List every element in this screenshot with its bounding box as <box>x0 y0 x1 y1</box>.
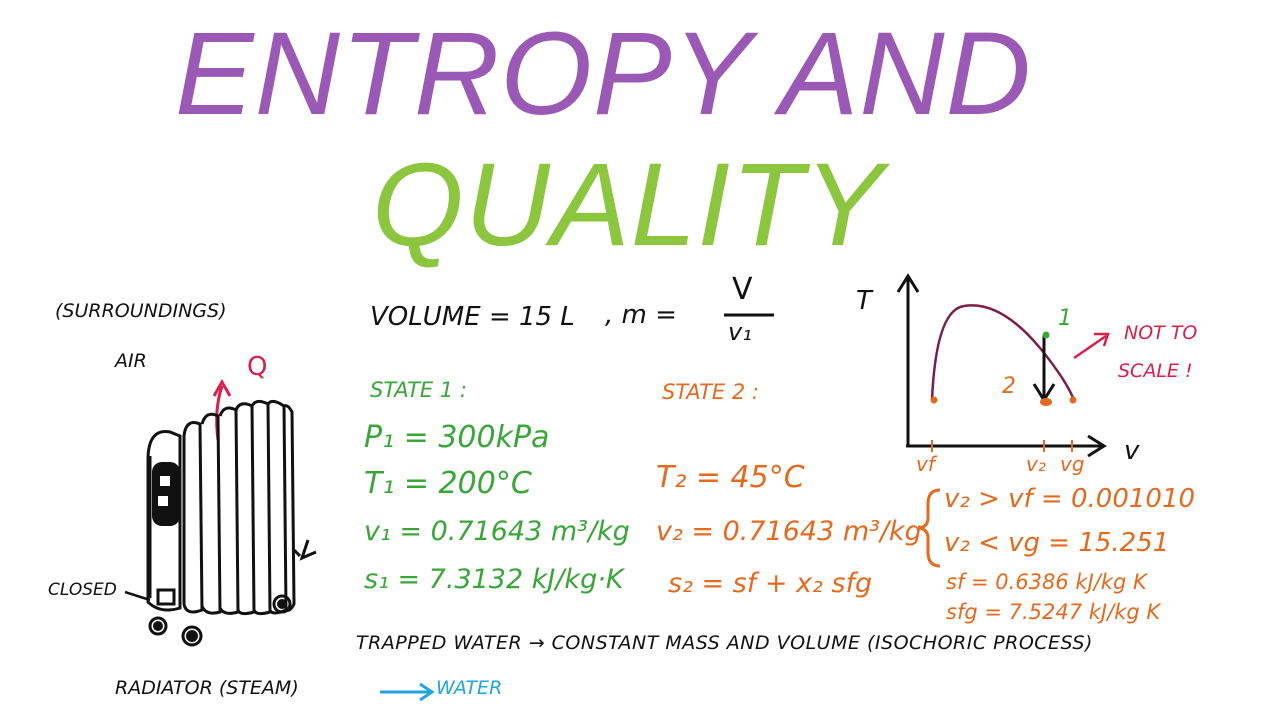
radiator-to-water-arrow <box>380 682 435 702</box>
vg-point <box>1069 396 1077 404</box>
state2-point-label: 2 <box>1002 374 1016 399</box>
state2-condition-vf: v₂ > vf = 0.001010 <box>944 484 1196 514</box>
state1-point-label: 1 <box>1058 306 1072 331</box>
state2-sf: sf = 0.6386 kJ/kg K <box>946 570 1147 594</box>
state2-entropy-equation: s₂ = sf + x₂ sfg <box>668 568 873 599</box>
vf-point <box>930 396 938 404</box>
mass-fraction-denominator: v₁ <box>728 318 752 346</box>
state1-entropy: s₁ = 7.3132 kJ/kg·K <box>364 564 624 595</box>
mass-fraction-numerator: V <box>732 272 753 307</box>
state2-condition-vg: v₂ < vg = 15.251 <box>944 528 1170 558</box>
note-pointer-arrow <box>1073 334 1107 360</box>
heat-q-label: Q <box>247 352 268 382</box>
state2-point <box>1040 398 1052 406</box>
state2-label: STATE 2 : <box>662 380 759 404</box>
surroundings-label: (SURROUNDINGS) <box>55 300 227 322</box>
state1-pressure: P₁ = 300kPa <box>364 420 550 455</box>
state2-sfg: sfg = 7.5247 kJ/kg K <box>946 600 1161 624</box>
not-to-scale-line-2: SCALE ! <box>1118 360 1193 382</box>
v2-label: v₂ <box>1026 452 1046 476</box>
condition-brace <box>919 488 941 568</box>
state1-point <box>1042 331 1050 339</box>
state2-specific-volume: v₂ = 0.71643 m³/kg <box>656 516 922 547</box>
title-line-1: ENTROPY AND <box>175 8 1032 140</box>
air-label: AIR <box>115 350 147 372</box>
radiator-label: RADIATOR (STEAM) <box>115 677 299 699</box>
water-label: WATER <box>436 677 503 699</box>
mass-equation-prefix: , m = <box>605 300 677 330</box>
fraction-bar <box>724 313 774 317</box>
title-line-2: QUALITY <box>372 139 884 271</box>
state1-specific-volume: v₁ = 0.71643 m³/kg <box>364 516 630 547</box>
volume-equation: VOLUME = 15 L <box>370 302 575 332</box>
t-axis-label: T <box>856 286 872 316</box>
not-to-scale-line-1: NOT TO <box>1124 322 1198 344</box>
state2-temperature: T₂ = 45°C <box>656 460 805 495</box>
vg-label: vg <box>1060 452 1085 476</box>
saturation-dome <box>930 304 1076 401</box>
closed-label: CLOSED <box>48 580 117 600</box>
vf-label: vf <box>916 452 935 476</box>
trapped-water-statement: TRAPPED WATER → CONSTANT MASS AND VOLUME… <box>356 632 1093 654</box>
state1-label: STATE 1 : <box>370 378 467 402</box>
state1-temperature: T₁ = 200°C <box>364 466 532 501</box>
v-axis-label: v <box>1124 436 1140 466</box>
